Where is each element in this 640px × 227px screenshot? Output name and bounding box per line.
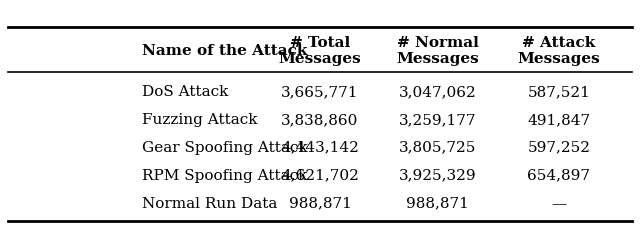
Text: # Attack
Messages: # Attack Messages (518, 36, 600, 66)
Text: —: — (551, 196, 566, 210)
Text: 491,847: 491,847 (527, 112, 591, 126)
Text: 3,925,329: 3,925,329 (399, 168, 477, 182)
Text: 4,443,142: 4,443,142 (281, 140, 359, 154)
Text: # Normal
Messages: # Normal Messages (397, 36, 479, 66)
Text: 3,259,177: 3,259,177 (399, 112, 477, 126)
Text: 654,897: 654,897 (527, 168, 591, 182)
Text: 3,047,062: 3,047,062 (399, 84, 477, 99)
Text: 988,871: 988,871 (289, 196, 351, 210)
Text: 988,871: 988,871 (406, 196, 469, 210)
Text: 3,838,860: 3,838,860 (282, 112, 358, 126)
Text: 597,252: 597,252 (527, 140, 591, 154)
Text: Gear Spoofing Attack: Gear Spoofing Attack (141, 140, 307, 154)
Text: 3,665,771: 3,665,771 (281, 84, 359, 99)
Text: # Total
Messages: # Total Messages (278, 36, 362, 66)
Text: Fuzzing Attack: Fuzzing Attack (141, 112, 257, 126)
Text: 587,521: 587,521 (527, 84, 590, 99)
Text: DoS Attack: DoS Attack (141, 84, 228, 99)
Text: Name of the Attack: Name of the Attack (141, 44, 307, 58)
Text: Normal Run Data: Normal Run Data (141, 196, 277, 210)
Text: 4,621,702: 4,621,702 (281, 168, 359, 182)
Text: RPM Spoofing Attack: RPM Spoofing Attack (141, 168, 307, 182)
Text: 3,805,725: 3,805,725 (399, 140, 477, 154)
